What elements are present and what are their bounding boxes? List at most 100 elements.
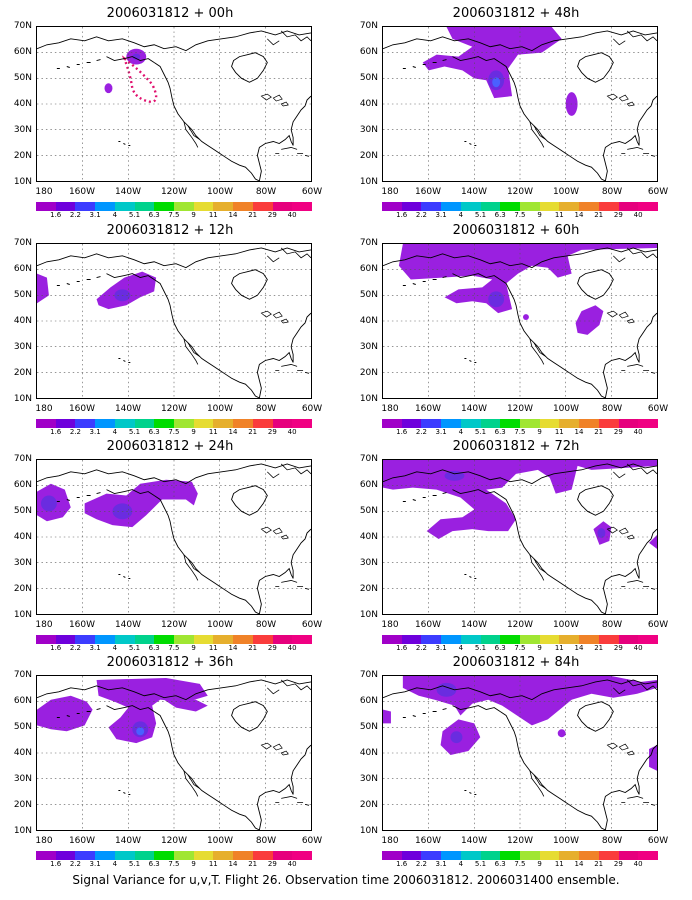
- colorbar-swatch: [134, 202, 155, 211]
- colorbar-swatch: [598, 851, 619, 860]
- colorbar-label: 40: [633, 644, 643, 652]
- colorbar-swatch: [75, 419, 96, 428]
- latitude-label: 70N: [13, 21, 32, 31]
- longitude-label: 160W: [68, 836, 96, 846]
- colorbar-swatch: [36, 635, 56, 644]
- colorbar-swatch: [95, 202, 115, 211]
- longitude-label: 160W: [68, 620, 96, 630]
- colorbar-label: 3.1: [89, 428, 101, 436]
- colorbar-swatch: [520, 419, 540, 428]
- colorbar-swatch: [252, 202, 273, 211]
- colorbar-swatch: [520, 202, 540, 211]
- grid-lines: [37, 460, 311, 614]
- longitude-label: 120W: [160, 404, 188, 414]
- longitude-label: 120W: [506, 404, 534, 414]
- latitude-label: 60N: [13, 264, 32, 274]
- latitude-label: 30N: [13, 774, 32, 784]
- colorbar-label: 29: [267, 428, 277, 436]
- longitude-label: 80W: [601, 187, 623, 197]
- colorbar-swatch: [480, 851, 501, 860]
- colorbar-label: 3.1: [435, 428, 447, 436]
- colorbar-swatch: [480, 419, 501, 428]
- longitude-label: 100W: [206, 187, 234, 197]
- map-panel: 2006031812 + 48h 70N 60N 50N 40N 30N 20N 10N 18…: [346, 4, 686, 219]
- colorbar-swatch: [292, 419, 313, 428]
- colorbar-label: 21: [248, 428, 258, 436]
- latitude-label: 20N: [359, 368, 378, 378]
- colorbar-swatch: [401, 202, 422, 211]
- panel-title: 2006031812 + 60h: [452, 223, 580, 238]
- colorbar-swatch: [618, 635, 639, 644]
- colorbar-label: 9: [191, 644, 196, 652]
- colorbar-label: 11: [554, 428, 564, 436]
- colorbar-swatch: [421, 635, 442, 644]
- colorbar-swatch: [441, 202, 461, 211]
- colorbar-label: 3.1: [435, 644, 447, 652]
- colorbar-label: 7.5: [514, 211, 526, 219]
- longitude-label: 80W: [601, 836, 623, 846]
- colorbar-swatch: [292, 202, 313, 211]
- colorbar-label: 5.1: [474, 860, 487, 868]
- colorbar-swatch: [252, 851, 273, 860]
- longitude-label: 80W: [601, 620, 623, 630]
- colorbar-label: 6.3: [148, 860, 160, 868]
- longitude-label: 100W: [552, 187, 580, 197]
- longitude-label: 120W: [506, 620, 534, 630]
- colorbar-swatch: [598, 635, 619, 644]
- colorbar-swatch: [382, 202, 402, 211]
- longitude-label: 180: [381, 187, 399, 197]
- colorbar-label: 1.6: [50, 860, 62, 868]
- colorbar-swatch: [579, 851, 599, 860]
- colorbar-label: 4: [458, 860, 464, 868]
- longitude-label: 140W: [460, 620, 488, 630]
- map-area: [382, 243, 658, 399]
- colorbar-label: 2.2: [69, 644, 81, 652]
- colorbar-swatch: [441, 419, 461, 428]
- latitude-label: 40N: [359, 316, 378, 326]
- colorbar-swatch: [638, 635, 659, 644]
- colorbar-label: 4: [112, 860, 118, 868]
- colorbar: [36, 851, 313, 860]
- colorbar-swatch: [579, 635, 599, 644]
- colorbar-label: 5.1: [128, 211, 141, 219]
- colorbar-swatch: [500, 202, 521, 211]
- colorbar-swatch: [539, 419, 560, 428]
- colorbar-swatch: [559, 202, 580, 211]
- latitude-label: 50N: [359, 506, 378, 516]
- colorbar-label: 7.5: [514, 428, 526, 436]
- longitude-label: 140W: [114, 404, 142, 414]
- map-panel: 2006031812 + 84h 70N 60N 50N 40N 30N 20N 10N 18…: [346, 653, 686, 868]
- map-area: [36, 243, 312, 399]
- colorbar-swatch: [193, 635, 214, 644]
- colorbar-swatch: [539, 851, 560, 860]
- colorbar-swatch: [233, 419, 253, 428]
- colorbar-label: 5.1: [474, 644, 487, 652]
- colorbar-swatch: [272, 635, 293, 644]
- longitude-label: 180: [381, 620, 399, 630]
- colorbar-label: 40: [633, 860, 643, 868]
- colorbar-label: 40: [633, 211, 643, 219]
- colorbar-label: 2.2: [415, 860, 427, 868]
- colorbar-label: 11: [208, 860, 218, 868]
- latitude-label: 40N: [13, 316, 32, 326]
- colorbar-label: 9: [191, 428, 196, 436]
- colorbar-label: 14: [228, 428, 238, 436]
- colorbar-label: 21: [248, 860, 258, 868]
- colorbar: [36, 419, 313, 428]
- colorbar-label: 2.2: [415, 644, 427, 652]
- panel-title: 2006031812 + 12h: [106, 223, 234, 238]
- latitude-label: 70N: [359, 21, 378, 31]
- colorbar-label: 3.1: [435, 860, 447, 868]
- colorbar-label: 6.3: [148, 211, 160, 219]
- longitude-label: 140W: [460, 187, 488, 197]
- colorbar-label: 7.5: [514, 860, 526, 868]
- colorbar-label: 21: [594, 211, 604, 219]
- map-panel: 2006031812 + 00h 70N 60N 50N 40N 30N 20N 10N 18…: [0, 4, 340, 219]
- grid-lines: [37, 27, 311, 181]
- latitude-label: 60N: [13, 480, 32, 490]
- colorbar-label: 1.6: [396, 428, 408, 436]
- colorbar-label: 4: [458, 428, 464, 436]
- colorbar-swatch: [193, 202, 214, 211]
- panel-title: 2006031812 + 00h: [106, 6, 234, 21]
- colorbar-swatch: [539, 635, 560, 644]
